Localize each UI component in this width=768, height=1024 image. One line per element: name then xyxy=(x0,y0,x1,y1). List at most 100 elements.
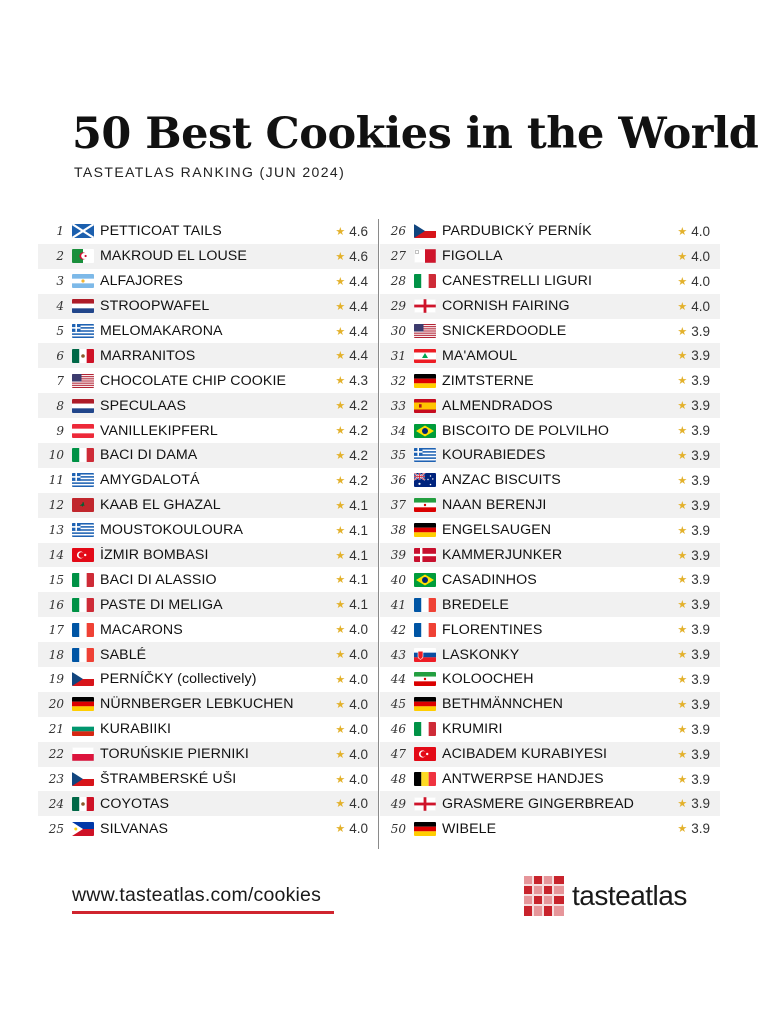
rank-number: 4 xyxy=(56,299,64,314)
ranking-row: 16 PASTE DI MELIGA ★ 4.1 xyxy=(38,592,378,618)
ranking-column-left: 1 PETTICOAT TAILS ★ 4.6 2 MAKROUD EL LOUSE ★ 4.… xyxy=(38,219,378,841)
brazil-flag-icon xyxy=(414,572,436,587)
rating: ★ 3.9 xyxy=(664,772,720,787)
rating-value: 3.9 xyxy=(691,696,710,712)
rating-value: 4.1 xyxy=(349,572,368,588)
star-icon: ★ xyxy=(335,449,346,462)
cookie-name: CHOCOLATE CHIP COOKIE xyxy=(100,373,322,389)
cookie-name: MACARONS xyxy=(100,622,322,638)
star-icon: ★ xyxy=(677,798,688,811)
star-icon: ★ xyxy=(677,400,688,413)
star-icon: ★ xyxy=(335,400,346,413)
star-icon: ★ xyxy=(677,425,688,438)
rating-value: 4.4 xyxy=(349,273,368,289)
rating-value: 4.2 xyxy=(349,423,368,439)
cookie-name-text: KAAB EL GHAZAL xyxy=(100,497,221,514)
ranking-row: 26 PARDUBICKÝ PERNÍK ★ 4.0 xyxy=(380,219,720,244)
ranking-row: 29 CORNISH FAIRING ★ 4.0 xyxy=(380,293,720,319)
cookie-name-text: KOLOOCHEH xyxy=(442,671,534,688)
star-icon: ★ xyxy=(677,300,688,313)
rating-value: 4.0 xyxy=(349,771,368,787)
cookie-name: MELOMAKARONA xyxy=(100,323,322,339)
cookie-name: MOUSTOKOULOURA xyxy=(100,522,322,538)
ranking-row: 10 BACI DI DAMA ★ 4.2 xyxy=(38,443,378,468)
cookie-name: AMYGDALOTÁ xyxy=(100,472,322,488)
rank-number: 29 xyxy=(390,299,406,314)
rank-number: 30 xyxy=(390,324,406,338)
cookie-name-text: NÜRNBERGER LEBKUCHEN xyxy=(100,696,294,713)
rating-value: 3.9 xyxy=(691,398,710,414)
rank-number: 35 xyxy=(390,448,406,463)
france-flag-icon xyxy=(72,647,94,662)
cookie-name: ENGELSAUGEN xyxy=(442,522,664,538)
rating: ★ 3.9 xyxy=(664,373,720,388)
rating-value: 3.9 xyxy=(691,721,710,737)
star-icon: ★ xyxy=(677,549,688,562)
star-icon: ★ xyxy=(335,375,346,388)
star-icon: ★ xyxy=(335,624,346,637)
star-icon: ★ xyxy=(335,723,346,736)
cookie-name-text: MELOMAKARONA xyxy=(100,323,223,339)
turkey-flag-icon xyxy=(414,747,436,762)
footer-url-link[interactable]: www.tasteatlas.com/cookies xyxy=(72,884,322,906)
rating-value: 4.0 xyxy=(349,721,368,737)
usa-flag-icon xyxy=(72,373,94,388)
ranking-row: 28 CANESTRELLI LIGURI ★ 4.0 xyxy=(380,269,720,294)
cookie-name-text: ACIBADEM KURABIYESI xyxy=(442,746,608,763)
rank-number: 50 xyxy=(390,821,406,836)
ranking-row: 12 KAAB EL GHAZAL ★ 4.1 xyxy=(38,492,378,518)
rating-value: 4.0 xyxy=(349,647,368,663)
rank-number: 17 xyxy=(48,622,64,637)
cookie-name: FIGOLLA xyxy=(442,248,664,264)
ranking-row: 39 KAMMERJUNKER ★ 3.9 xyxy=(380,542,720,568)
ranking-row: 34 BISCOITO DE POLVILHO ★ 3.9 xyxy=(380,418,720,443)
ranking-row: 4 STROOPWAFEL ★ 4.4 xyxy=(38,293,378,319)
rank-number: 37 xyxy=(390,498,406,513)
philippines-flag-icon xyxy=(72,821,94,836)
star-icon: ★ xyxy=(335,748,346,761)
brazil-flag-icon xyxy=(414,423,436,438)
rank-number: 34 xyxy=(390,423,406,438)
rating-value: 3.9 xyxy=(691,622,710,638)
cookie-name: STROOPWAFEL xyxy=(100,298,322,314)
star-icon: ★ xyxy=(677,599,688,612)
rating: ★ 4.4 xyxy=(322,324,378,339)
ranking-row: 23 ŠTRAMBERSKÉ UŠI ★ 4.0 xyxy=(38,767,378,792)
cookie-name-text: STROOPWAFEL xyxy=(100,298,210,315)
star-icon: ★ xyxy=(677,748,688,761)
cookie-name-text: TORUŃSKIE PIERNIKI xyxy=(100,746,249,763)
rating-value: 3.9 xyxy=(691,821,710,837)
ranking-row: 49 GRASMERE GINGERBREAD ★ 3.9 xyxy=(380,791,720,817)
star-icon: ★ xyxy=(677,649,688,662)
rating-value: 3.9 xyxy=(691,572,710,588)
star-icon: ★ xyxy=(335,649,346,662)
rating-value: 4.0 xyxy=(349,671,368,687)
rating-value: 4.6 xyxy=(349,223,368,239)
rating: ★ 3.9 xyxy=(664,498,720,513)
rank-number: 26 xyxy=(390,224,406,239)
rating: ★ 4.0 xyxy=(322,821,378,836)
rank-number: 5 xyxy=(56,324,64,338)
rank-number: 47 xyxy=(390,747,406,762)
france-flag-icon xyxy=(414,597,436,612)
cookie-name: VANILLEKIPFERL xyxy=(100,423,322,439)
star-icon: ★ xyxy=(335,773,346,786)
rank-number: 36 xyxy=(390,473,406,488)
rating-value: 4.1 xyxy=(349,522,368,538)
ranking-column-right: 26 PARDUBICKÝ PERNÍK ★ 4.0 27 FIGOLLA ★ 4.0 28 CA… xyxy=(380,219,720,841)
cookie-name-text: VANILLEKIPFERL xyxy=(100,422,218,439)
ranking-row: 18 SABLÉ ★ 4.0 xyxy=(38,642,378,668)
cookie-name: SABLÉ xyxy=(100,647,322,663)
rating: ★ 4.0 xyxy=(322,722,378,737)
page-title: 50 Best Cookies in the World xyxy=(72,109,759,159)
rating-value: 4.2 xyxy=(349,447,368,463)
cookie-name-text: KOURABIEDES xyxy=(442,447,546,464)
rating: ★ 3.9 xyxy=(664,672,720,687)
rating: ★ 3.9 xyxy=(664,423,720,438)
rating: ★ 4.6 xyxy=(322,224,378,239)
star-icon: ★ xyxy=(335,673,346,686)
rank-number: 45 xyxy=(390,697,406,712)
cookie-name-text: ZIMTSTERNE xyxy=(442,372,534,389)
rating-value: 3.9 xyxy=(691,771,710,787)
ranking-row: 2 MAKROUD EL LOUSE ★ 4.6 xyxy=(38,243,378,269)
